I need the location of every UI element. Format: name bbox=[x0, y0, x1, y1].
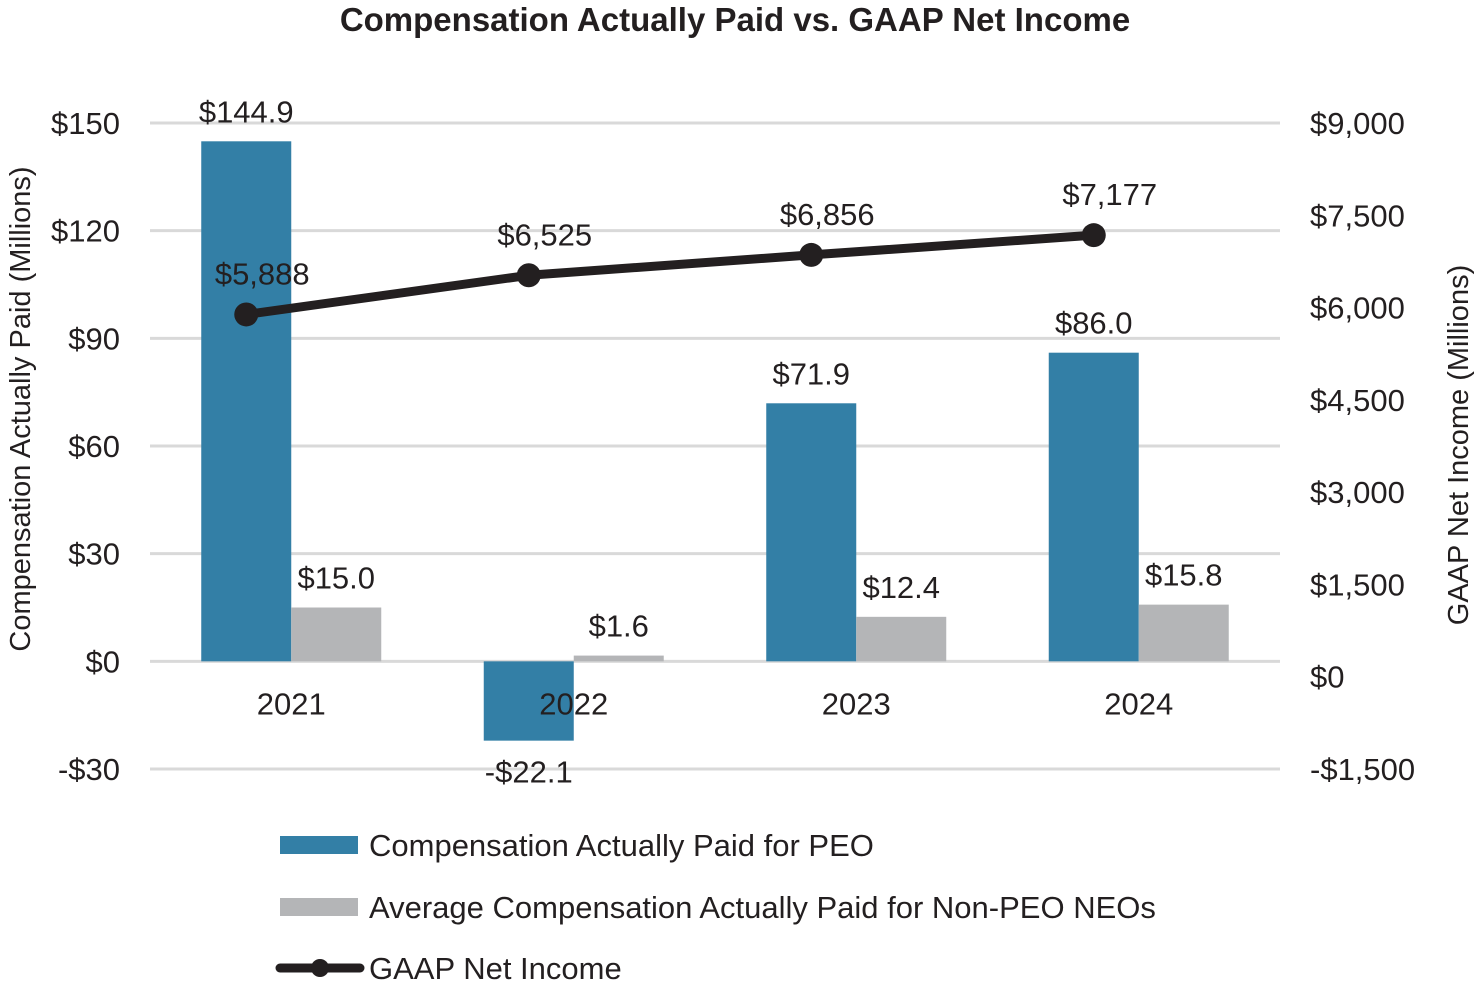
legend-swatch bbox=[280, 898, 358, 916]
x-tick-label: 2022 bbox=[539, 686, 608, 721]
non-peo-bar bbox=[291, 607, 382, 662]
line-value-label: $5,888 bbox=[215, 256, 310, 291]
legend-marker bbox=[311, 959, 329, 977]
y-tick-label: $120 bbox=[51, 214, 120, 249]
y2-axis-title: GAAP Net Income (Millions) bbox=[1443, 265, 1475, 625]
data-labels: $144.9 -$22.1 $71.9 $86.0 $15.0 $1.6 $12.4 $15.… bbox=[199, 94, 1223, 789]
bar-value-label: $144.9 bbox=[199, 94, 294, 129]
non-peo-bar bbox=[1138, 604, 1229, 662]
y-tick-label: $90 bbox=[68, 321, 120, 356]
peo-bar bbox=[201, 141, 292, 662]
y2-tick-label: $6,000 bbox=[1310, 291, 1405, 326]
y-tick-label: $60 bbox=[68, 429, 120, 464]
net-income-line bbox=[234, 223, 1106, 327]
peo-bar bbox=[483, 661, 574, 741]
net-income-line-path bbox=[241, 230, 1099, 319]
bar-value-label: $1.6 bbox=[589, 609, 649, 644]
non-peo-bar bbox=[856, 616, 947, 662]
bars bbox=[201, 141, 1229, 741]
x-tick-label: 2024 bbox=[1104, 686, 1173, 721]
line-value-label: $7,177 bbox=[1062, 177, 1157, 212]
line-value-label: $6,856 bbox=[780, 197, 875, 232]
x-tick-label: 2023 bbox=[822, 686, 891, 721]
y2-tick-label: $4,500 bbox=[1310, 383, 1405, 418]
y-tick-label: $150 bbox=[51, 106, 120, 141]
bar-value-label: $71.9 bbox=[772, 356, 850, 391]
y2-tick-label: $1,500 bbox=[1310, 567, 1405, 602]
chart-title: Compensation Actually Paid vs. GAAP Net … bbox=[340, 1, 1130, 38]
y-axis-title: Compensation Actually Paid (Millions) bbox=[5, 166, 37, 651]
legend-label: Compensation Actually Paid for PEO bbox=[369, 828, 874, 863]
legend-label: Average Compensation Actually Paid for N… bbox=[369, 890, 1156, 925]
y2-tick-label: $0 bbox=[1310, 660, 1344, 695]
net-income-point bbox=[234, 302, 259, 327]
legend-label: GAAP Net Income bbox=[369, 951, 622, 986]
bar-value-label: $15.8 bbox=[1145, 558, 1223, 593]
y-tick-label: $0 bbox=[86, 644, 120, 679]
peo-bar bbox=[766, 403, 857, 662]
legend: Compensation Actually Paid for PEO Averag… bbox=[275, 828, 1156, 986]
bar-value-label: $12.4 bbox=[862, 570, 940, 605]
y2-tick-label: $9,000 bbox=[1310, 106, 1405, 141]
bar-value-label: $86.0 bbox=[1055, 306, 1133, 341]
y-tick-label: -$30 bbox=[58, 752, 120, 787]
y2-tick-label: -$1,500 bbox=[1310, 752, 1415, 787]
x-axis-labels: 2021 2022 2023 2024 bbox=[257, 686, 1173, 721]
y-tick-label: $30 bbox=[68, 537, 120, 572]
y2-tick-label: $3,000 bbox=[1310, 475, 1405, 510]
net-income-point bbox=[799, 242, 824, 267]
bar-value-label: $15.0 bbox=[297, 561, 375, 596]
y2-axis-ticks: -$1,500 $0 $1,500 $3,000 $4,500 $6,000 $7,500 $… bbox=[1310, 106, 1415, 787]
peo-bar bbox=[1048, 352, 1139, 662]
net-income-point bbox=[1081, 223, 1106, 248]
line-value-label: $6,525 bbox=[497, 217, 592, 252]
legend-swatch bbox=[280, 836, 358, 854]
non-peo-bar bbox=[573, 655, 664, 662]
x-tick-label: 2021 bbox=[257, 686, 326, 721]
bar-value-label: -$22.1 bbox=[485, 755, 573, 790]
y-axis-ticks: -$30 $0 $30 $60 $90 $120 $150 bbox=[51, 106, 120, 787]
net-income-point bbox=[516, 263, 541, 288]
y2-tick-label: $7,500 bbox=[1310, 198, 1405, 233]
